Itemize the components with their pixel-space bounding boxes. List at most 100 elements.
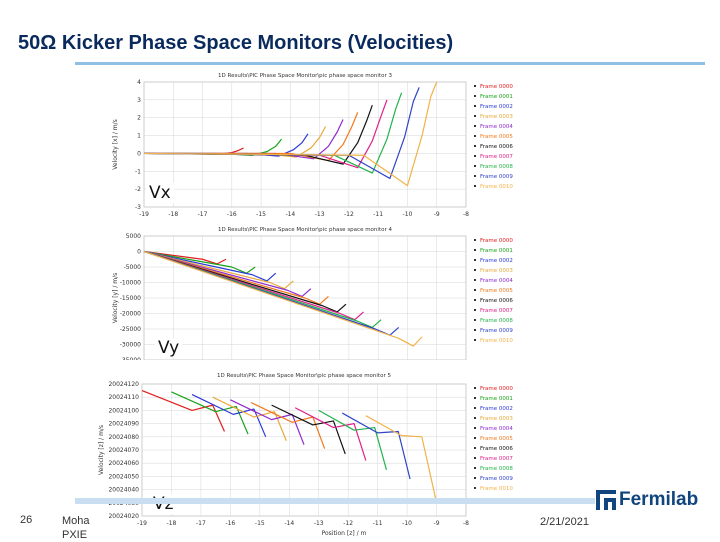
- plot-vy: 1D Results\PIC Phase Space Monitor\pic p…: [108, 224, 528, 360]
- x-tick-label: -19: [139, 211, 149, 218]
- footer-rule: [75, 498, 595, 504]
- legend-marker: [474, 249, 476, 251]
- plot-label-vx: Vx: [146, 183, 174, 203]
- x-tick-label: -19: [137, 520, 147, 527]
- chart-svg: 1D Results\PIC Phase Space Monitor\pic p…: [98, 373, 513, 537]
- legend-item: Frame 0001: [480, 94, 513, 100]
- legend-marker: [474, 487, 476, 489]
- legend-marker: [474, 447, 476, 449]
- legend-marker: [474, 397, 476, 399]
- x-tick-label: -17: [196, 520, 206, 527]
- legend-item: Frame 0008: [480, 466, 513, 472]
- y-tick-label: -20000: [120, 311, 141, 318]
- y-tick-label: 0: [137, 249, 141, 256]
- series-line: [143, 250, 294, 290]
- y-axis-label: Velocity [z] / m/s: [98, 425, 105, 475]
- legend-item: Frame 0006: [480, 298, 513, 304]
- legend-marker: [474, 407, 476, 409]
- legend-item: Frame 0000: [480, 386, 513, 392]
- y-axis-label: Velocity [y] / m/s: [112, 273, 119, 324]
- x-tick-label: -8: [463, 211, 469, 218]
- chart-svg: 1D Results\PIC Phase Space Monitor\pic p…: [112, 227, 513, 360]
- legend-marker: [474, 387, 476, 389]
- y-tick-label: 2: [137, 115, 141, 122]
- legend-item: Frame 0009: [480, 476, 513, 482]
- series-line: [143, 250, 423, 347]
- y-tick-label: -2: [135, 186, 141, 193]
- series-line: [143, 250, 400, 336]
- legend-item: Frame 0005: [480, 288, 513, 294]
- legend-marker: [474, 239, 476, 241]
- x-tick-label: -11: [373, 520, 383, 527]
- legend-item: Frame 0001: [480, 396, 513, 402]
- slide-title: 50Ω Kicker Phase Space Monitors (Velocit…: [18, 32, 454, 54]
- fermilab-mark-icon: [596, 490, 616, 510]
- y-tick-label: 20024040: [108, 487, 139, 494]
- legend-item: Frame 0009: [480, 174, 513, 180]
- chart-title: 1D Results\PIC Phase Space Monitor\pic p…: [218, 73, 392, 79]
- legend-item: Frame 0003: [480, 268, 513, 274]
- chart-title: 1D Results\PIC Phase Space Monitor\pic p…: [217, 373, 391, 379]
- y-tick-label: 20024080: [108, 434, 139, 441]
- legend-marker: [474, 299, 476, 301]
- y-tick-label: 20024120: [108, 381, 139, 388]
- legend-item: Frame 0008: [480, 318, 513, 324]
- x-tick-label: -10: [403, 211, 413, 218]
- legend-item: Frame 0007: [480, 456, 513, 462]
- legend-item: Frame 0001: [480, 248, 513, 254]
- y-tick-label: -35000: [120, 357, 141, 360]
- plot-area: [143, 81, 467, 208]
- y-tick-label: 20024060: [108, 460, 139, 467]
- y-tick-label: 0: [137, 150, 141, 157]
- plot-vz: 1D Results\PIC Phase Space Monitor\pic p…: [94, 370, 528, 538]
- x-tick-label: -8: [463, 520, 469, 527]
- legend-item: Frame 0009: [480, 328, 513, 334]
- legend-item: Frame 0000: [480, 84, 513, 90]
- series-line: [318, 409, 388, 470]
- legend-marker: [474, 269, 476, 271]
- y-tick-label: 20024050: [108, 473, 139, 480]
- series-line: [143, 250, 277, 282]
- x-tick-label: -17: [198, 211, 208, 218]
- legend-item: Frame 0000: [480, 238, 513, 244]
- legend-item: Frame 0003: [480, 114, 513, 120]
- plot-vx: 1D Results\PIC Phase Space Monitor\pic p…: [108, 70, 528, 222]
- series-line: [143, 81, 438, 187]
- y-tick-label: -10000: [120, 280, 141, 287]
- footer-author: Moha PXIE: [62, 514, 90, 542]
- series-line: [341, 412, 411, 480]
- series-line: [271, 404, 346, 455]
- y-tick-label: 20024090: [108, 421, 139, 428]
- series-line: [143, 250, 364, 321]
- series-line: [143, 250, 227, 265]
- legend-marker: [474, 427, 476, 429]
- y-tick-label: -15000: [120, 295, 141, 302]
- x-tick-label: -13: [314, 520, 324, 527]
- legend-item: Frame 0010: [480, 184, 513, 190]
- legend-item: Frame 0005: [480, 134, 513, 140]
- legend-item: Frame 0008: [480, 164, 513, 170]
- series-line: [144, 112, 359, 162]
- plot-label-vy: Vy: [155, 338, 183, 358]
- series-line: [143, 250, 347, 313]
- x-tick-label: -18: [168, 211, 178, 218]
- legend-marker: [474, 115, 476, 117]
- legend-marker: [474, 175, 476, 177]
- legend-item: Frame 0004: [480, 426, 513, 432]
- x-tick-label: -13: [315, 211, 325, 218]
- legend-item: Frame 0005: [480, 436, 513, 442]
- legend-marker: [474, 437, 476, 439]
- legend-marker: [474, 319, 476, 321]
- footer-author-text: Moha PXIE: [62, 515, 90, 541]
- legend-marker: [474, 155, 476, 157]
- series-line: [143, 250, 256, 274]
- x-tick-label: -14: [285, 211, 295, 218]
- legend-marker: [474, 105, 476, 107]
- legend-marker: [474, 417, 476, 419]
- legend-item: Frame 0006: [480, 144, 513, 150]
- legend-marker: [474, 289, 476, 291]
- x-axis-label: Position [z] / m: [322, 530, 367, 537]
- legend-marker: [474, 85, 476, 87]
- series-line: [141, 390, 226, 432]
- y-tick-label: 20024100: [108, 407, 139, 414]
